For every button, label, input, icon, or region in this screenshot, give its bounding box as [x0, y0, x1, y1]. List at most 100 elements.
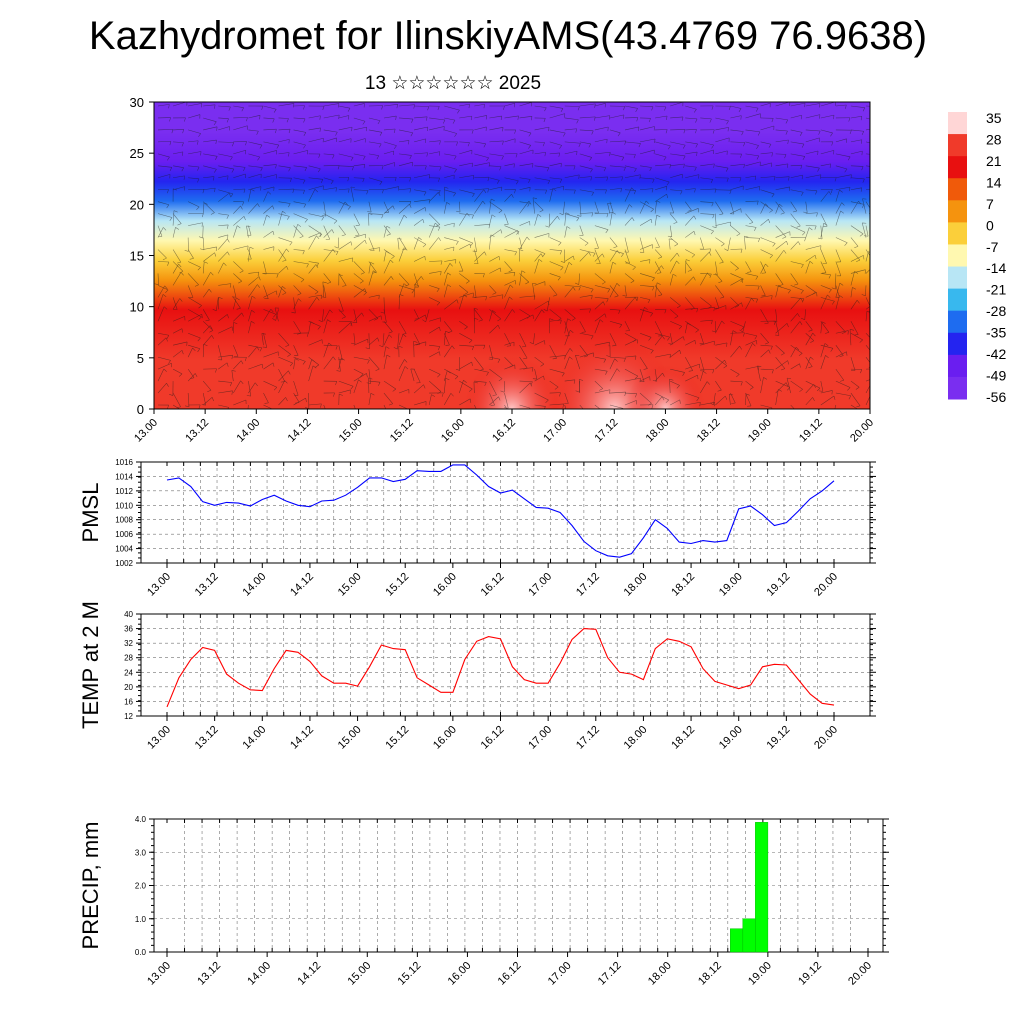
wind-barb — [609, 140, 626, 143]
wind-barb-flag — [399, 294, 404, 297]
wind-barb-flag — [712, 214, 715, 219]
wind-barb — [338, 115, 349, 119]
colorbar-swatch — [948, 376, 967, 400]
wind-barb-flag — [617, 132, 621, 137]
wind-barb — [172, 368, 183, 375]
wind-barb-flag — [743, 142, 746, 147]
wind-barb — [805, 357, 813, 367]
wind-barb — [368, 177, 383, 182]
wind-barb-flag — [546, 167, 550, 172]
wind-barb-flag — [702, 371, 707, 374]
temp-y-tick-label: 24 — [124, 668, 133, 677]
wind-barb — [383, 249, 395, 257]
wind-barb — [835, 380, 851, 388]
wind-barb — [760, 203, 766, 214]
wind-barb-flag — [708, 252, 712, 256]
wind-barb — [203, 187, 216, 190]
wind-barb — [444, 174, 455, 179]
wind-barb-flag — [812, 291, 816, 295]
wind-barb-flag — [319, 127, 321, 132]
wind-barb-flag — [879, 178, 880, 182]
wind-barb — [323, 249, 334, 262]
wind-barb — [383, 380, 397, 390]
wind-barb — [263, 174, 277, 179]
wind-barb — [639, 218, 652, 226]
wind-barb-flag — [667, 235, 672, 238]
wind-barb — [564, 321, 570, 336]
wind-barb-flag — [577, 215, 582, 217]
wind-barb-flag — [437, 226, 441, 231]
temp-grid — [141, 613, 870, 717]
wind-barb-flag — [542, 142, 545, 147]
wind-barb — [775, 163, 788, 167]
heatmap-x-tick-label: 18.00 — [644, 417, 672, 445]
wind-barb-flag — [786, 241, 789, 245]
wind-barb-flag — [468, 340, 473, 344]
wind-barb — [534, 300, 549, 310]
wind-barb — [805, 292, 817, 298]
heatmap-x-tick-label: 14.00 — [234, 417, 262, 445]
wind-barb — [263, 309, 276, 315]
wind-barb-flag — [413, 104, 415, 109]
wind-barb — [715, 285, 725, 298]
wind-barb — [233, 273, 242, 282]
wind-barb-flag — [712, 129, 715, 134]
wind-barb — [233, 312, 243, 322]
colorbar-swatch — [948, 244, 967, 268]
wind-barb — [609, 391, 626, 394]
wind-barb — [579, 294, 593, 298]
wind-barb — [202, 202, 205, 214]
wind-barb-flag — [751, 298, 755, 302]
wind-barb — [308, 165, 321, 170]
wind-barb-flag — [306, 263, 309, 268]
wind-barb — [549, 188, 554, 202]
wind-barb — [263, 351, 279, 358]
wind-barb — [760, 219, 769, 226]
wind-barb — [489, 198, 492, 214]
wind-barb — [624, 126, 639, 131]
wind-barb-flag — [800, 165, 803, 170]
wind-barb-flag — [696, 397, 700, 402]
wind-barb — [730, 297, 739, 306]
wind-barb-flag — [471, 361, 473, 367]
temp-x-tick-label: 18.12 — [669, 724, 697, 752]
wind-barb-flag — [568, 262, 573, 266]
precip-x-tick-label: 13.12 — [195, 960, 223, 988]
wind-barb-flag — [741, 302, 743, 307]
wind-barb-flag — [516, 231, 520, 235]
wind-barb — [624, 165, 637, 169]
wind-barb-flag — [604, 313, 607, 318]
wind-barb — [609, 368, 618, 382]
wind-barb-flag — [849, 328, 854, 331]
wind-barb-flag — [696, 308, 698, 313]
wind-barb-flag — [413, 340, 418, 343]
wind-barb-flag — [197, 348, 201, 353]
wind-barb-flag — [590, 168, 593, 173]
wind-barb — [745, 366, 760, 370]
wind-barb — [519, 382, 531, 394]
wind-barb — [444, 117, 456, 121]
wind-barb-flag — [231, 370, 236, 372]
wind-barb — [308, 321, 311, 334]
wind-barb-flag — [711, 144, 714, 149]
wind-barb-flag — [808, 329, 813, 332]
wind-barb-flag — [632, 266, 636, 271]
wind-barb — [549, 129, 566, 134]
wind-barb — [639, 237, 645, 253]
wind-barb-flag — [198, 305, 202, 309]
wind-barb-flag — [765, 263, 769, 268]
wind-barb — [640, 285, 655, 287]
wind-barb-flag — [588, 251, 591, 256]
wind-barb-flag — [868, 251, 870, 253]
wind-barb-flag — [322, 106, 325, 110]
wind-barb — [685, 249, 695, 255]
wind-barb-flag — [213, 104, 216, 109]
wind-barb-flag — [812, 332, 816, 337]
wind-barb-flag — [282, 259, 287, 262]
wind-barb — [353, 233, 366, 238]
wind-barb-flag — [454, 169, 457, 173]
wind-barb — [398, 104, 415, 107]
wind-barb — [173, 175, 185, 179]
wind-barb-flag — [514, 129, 517, 134]
wind-barb-flag — [666, 194, 668, 199]
